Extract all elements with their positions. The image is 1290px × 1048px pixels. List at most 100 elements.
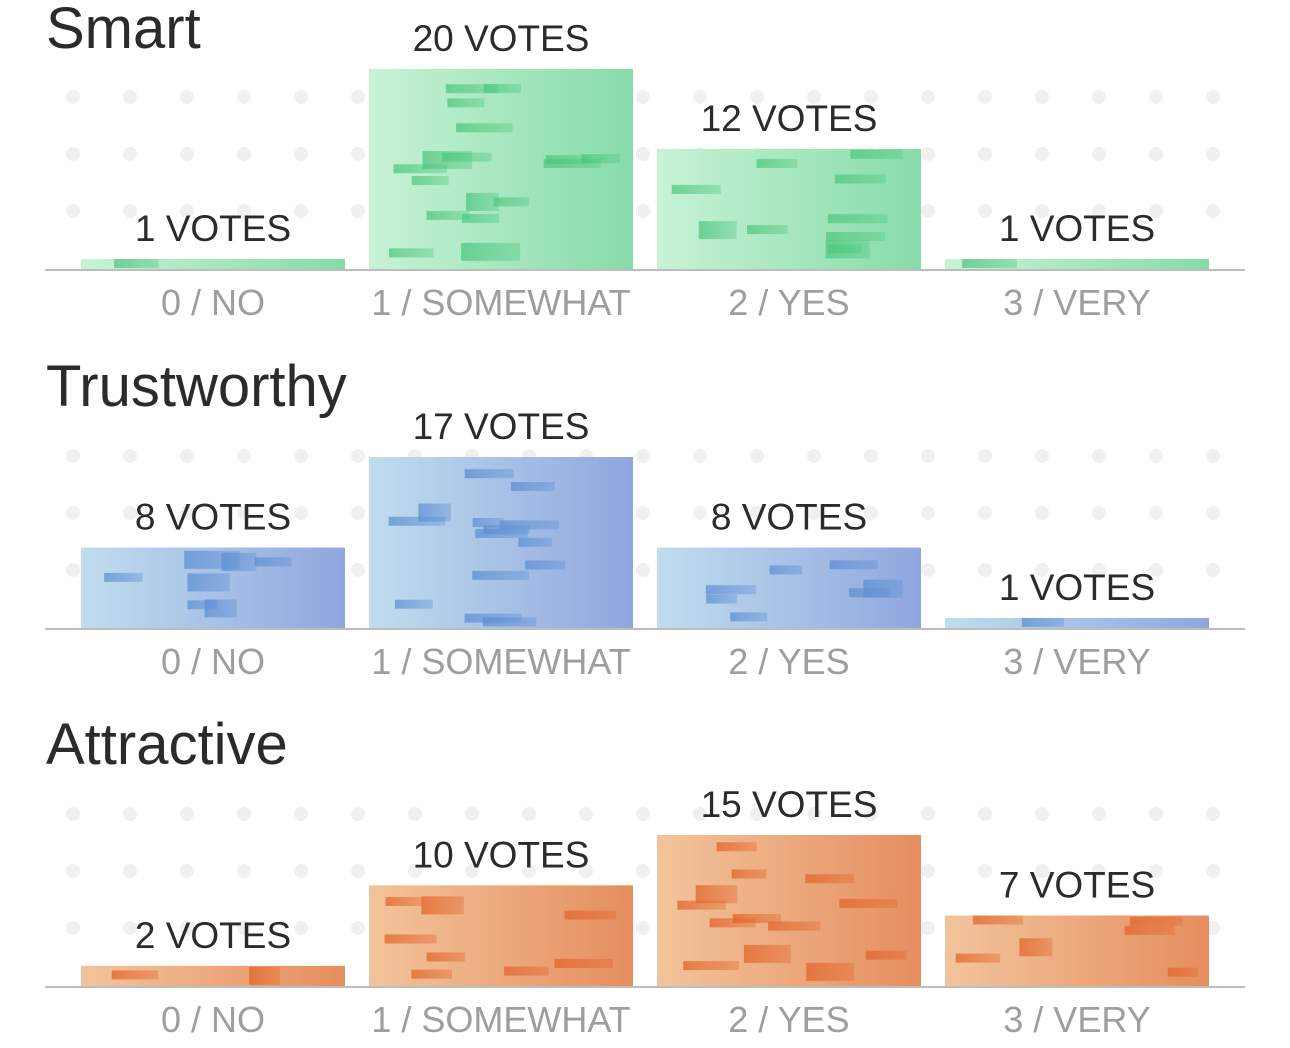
bar-streak — [546, 155, 591, 165]
grid-dot — [807, 506, 821, 520]
grid-dot — [1035, 807, 1049, 821]
grid-dot — [180, 204, 194, 218]
grid-dot — [636, 864, 650, 878]
bar-streak — [743, 944, 791, 963]
grid-dot — [408, 864, 422, 878]
bar-streak — [518, 537, 552, 547]
bar-streak — [249, 966, 280, 985]
grid-dot — [237, 506, 251, 520]
bar-streak — [464, 469, 514, 479]
grid-dot — [921, 90, 935, 104]
grid-dot — [351, 921, 365, 935]
grid-dot — [522, 864, 536, 878]
grid-dot — [351, 449, 365, 463]
grid-dot — [66, 807, 80, 821]
bar-streak — [384, 934, 437, 944]
grid-dot — [636, 506, 650, 520]
bar-streak — [499, 520, 559, 530]
grid-dot — [294, 506, 308, 520]
bar — [945, 259, 1209, 269]
grid-dot — [294, 147, 308, 161]
grid-dot — [807, 90, 821, 104]
bar-streak — [221, 552, 257, 571]
bar-streak — [411, 969, 452, 979]
bar-streak — [187, 600, 218, 610]
bar-streak — [829, 560, 878, 570]
vote-label: 17 VOTES — [413, 406, 590, 447]
vote-label: 15 VOTES — [701, 784, 878, 825]
grid-dot — [636, 204, 650, 218]
grid-dot — [921, 921, 935, 935]
grid-dot — [864, 807, 878, 821]
vote-label: 8 VOTES — [135, 497, 291, 538]
bar-streak — [445, 84, 499, 94]
grid-dot — [864, 90, 878, 104]
grid-dot — [1149, 204, 1163, 218]
bar-streak — [849, 588, 890, 598]
grid-dot — [294, 204, 308, 218]
bar-streak — [677, 900, 726, 910]
grid-dot — [123, 506, 137, 520]
bar-streak — [1167, 967, 1198, 977]
bar-group — [657, 547, 921, 628]
grid-dot — [180, 90, 194, 104]
category-label: 1 / SOMEWHAT — [371, 641, 630, 682]
grid-dot — [978, 506, 992, 520]
bar-streak — [466, 192, 499, 211]
vote-label: 7 VOTES — [999, 865, 1155, 906]
category-label: 1 / SOMEWHAT — [371, 282, 630, 323]
bar-streak — [114, 259, 159, 268]
grid-dot — [66, 506, 80, 520]
bar-streak — [683, 961, 740, 971]
grid-dot — [1092, 204, 1106, 218]
grid-dot — [351, 90, 365, 104]
bar-streak — [698, 221, 737, 240]
vote-label: 2 VOTES — [135, 915, 291, 956]
grid-dot — [66, 90, 80, 104]
bar-streak — [973, 915, 1023, 925]
bar-group — [657, 835, 921, 986]
grid-dot — [921, 204, 935, 218]
grid-dot — [1035, 90, 1049, 104]
bar-streak — [447, 98, 485, 108]
grid-dot — [636, 449, 650, 463]
grid-dot — [636, 807, 650, 821]
category-label: 2 / YES — [728, 999, 849, 1040]
bar-group — [81, 259, 345, 269]
grid-dot — [1149, 449, 1163, 463]
bar-streak — [1021, 617, 1064, 627]
grid-dot — [1149, 147, 1163, 161]
grid-dot — [180, 864, 194, 878]
vote-label: 10 VOTES — [413, 834, 590, 875]
vote-label: 20 VOTES — [413, 18, 590, 59]
bar-streak — [482, 617, 537, 627]
bar-streak — [850, 149, 903, 159]
bar-streak — [554, 958, 613, 968]
bar-streak — [839, 898, 897, 908]
grid-dot — [750, 807, 764, 821]
bar-streak — [461, 242, 521, 261]
bar-streak — [254, 557, 292, 567]
grid-dot — [978, 90, 992, 104]
grid-dot — [978, 563, 992, 577]
grid-dot — [294, 921, 308, 935]
grid-dot — [807, 449, 821, 463]
grid-dot — [237, 921, 251, 935]
bar-streak — [581, 154, 620, 164]
category-label: 3 / VERY — [1003, 282, 1150, 323]
vote-label: 1 VOTES — [999, 208, 1155, 249]
grid-dot — [864, 449, 878, 463]
grid-dot — [351, 204, 365, 218]
grid-dot — [180, 449, 194, 463]
bar-streak — [442, 152, 492, 162]
grid-dot — [294, 807, 308, 821]
bar-streak — [510, 482, 555, 491]
grid-dot — [750, 90, 764, 104]
grid-dot — [351, 807, 365, 821]
grid-dot — [807, 807, 821, 821]
grid-dot — [1206, 921, 1220, 935]
grid-dot — [180, 807, 194, 821]
bar-streak — [493, 197, 530, 207]
bar-streak — [388, 516, 446, 526]
